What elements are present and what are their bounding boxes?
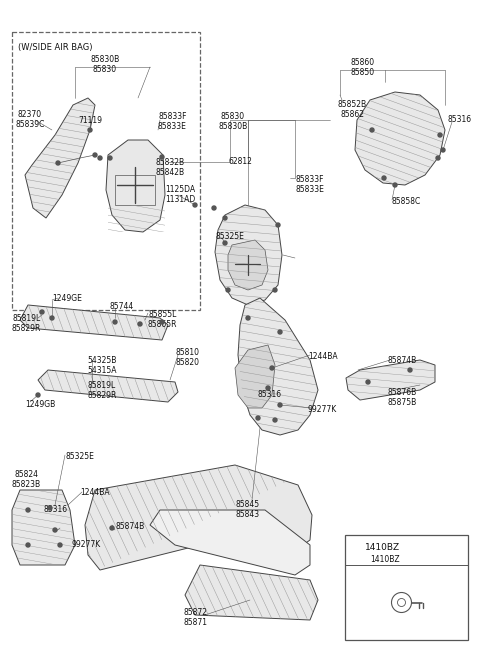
Polygon shape: [346, 360, 435, 400]
Polygon shape: [185, 565, 318, 620]
Circle shape: [160, 320, 164, 324]
Circle shape: [138, 322, 142, 326]
Text: 85819L
85829R: 85819L 85829R: [87, 381, 116, 400]
Circle shape: [58, 543, 62, 547]
Text: 71119: 71119: [78, 116, 102, 125]
Text: 54325B
54315A: 54325B 54315A: [87, 356, 117, 375]
Polygon shape: [228, 240, 268, 290]
Text: 85325E: 85325E: [215, 232, 244, 241]
Circle shape: [382, 176, 386, 180]
Polygon shape: [20, 305, 168, 340]
Text: 85860
85850: 85860 85850: [351, 58, 375, 77]
Text: 85874B: 85874B: [115, 522, 144, 531]
Text: 1410BZ: 1410BZ: [370, 555, 400, 564]
Polygon shape: [38, 370, 178, 402]
Circle shape: [160, 155, 164, 159]
Bar: [12, 32, 200, 310]
Circle shape: [48, 506, 52, 510]
Text: 1244BA: 1244BA: [80, 488, 109, 497]
Text: 85830B
85830: 85830B 85830: [90, 55, 120, 74]
Circle shape: [98, 156, 102, 160]
Circle shape: [223, 216, 227, 220]
Circle shape: [40, 310, 44, 314]
Text: 85833F
85833E: 85833F 85833E: [295, 175, 324, 194]
Circle shape: [93, 153, 97, 157]
Text: 85872
85871: 85872 85871: [183, 608, 207, 627]
Circle shape: [56, 161, 60, 165]
Polygon shape: [235, 345, 275, 408]
Polygon shape: [238, 298, 318, 435]
Circle shape: [276, 223, 280, 227]
Text: 85833F
85833E: 85833F 85833E: [158, 112, 187, 131]
Circle shape: [273, 288, 277, 292]
Text: 85819L
85829R: 85819L 85829R: [12, 314, 41, 333]
Circle shape: [278, 330, 282, 334]
Circle shape: [408, 368, 412, 372]
Text: 1125DA
1131AD: 1125DA 1131AD: [165, 185, 195, 205]
Circle shape: [366, 380, 370, 384]
Text: 82370
85839C: 82370 85839C: [15, 110, 44, 129]
Circle shape: [370, 128, 374, 132]
Circle shape: [212, 206, 216, 210]
Polygon shape: [85, 465, 312, 570]
Text: 99277K: 99277K: [308, 405, 337, 414]
Circle shape: [108, 156, 112, 160]
Circle shape: [226, 288, 230, 292]
Text: 62812: 62812: [228, 157, 252, 166]
Text: 85852B
85862: 85852B 85862: [338, 100, 367, 119]
Circle shape: [278, 403, 282, 407]
Text: 1249GB: 1249GB: [25, 400, 55, 409]
Circle shape: [273, 418, 277, 422]
Text: 85316: 85316: [447, 115, 471, 124]
Text: 85845
85843: 85845 85843: [236, 500, 260, 520]
Text: (W/SIDE AIR BAG): (W/SIDE AIR BAG): [18, 43, 93, 52]
Polygon shape: [355, 92, 445, 185]
Circle shape: [26, 508, 30, 512]
Circle shape: [436, 156, 440, 160]
Circle shape: [266, 386, 270, 390]
Circle shape: [53, 528, 57, 532]
Text: 85858C: 85858C: [392, 197, 421, 206]
Circle shape: [26, 543, 30, 547]
Polygon shape: [106, 140, 165, 232]
Circle shape: [50, 316, 54, 320]
Text: 85316: 85316: [43, 505, 67, 514]
Text: 85874B: 85874B: [387, 356, 416, 365]
Text: 1249GE: 1249GE: [52, 294, 82, 303]
Text: 85810
85820: 85810 85820: [175, 348, 199, 367]
Text: 85855L
85865R: 85855L 85865R: [148, 310, 178, 329]
Circle shape: [246, 316, 250, 320]
Polygon shape: [12, 490, 75, 565]
Circle shape: [113, 320, 117, 324]
Circle shape: [393, 183, 397, 187]
Text: 85325E: 85325E: [65, 452, 94, 461]
Polygon shape: [25, 98, 95, 218]
Circle shape: [256, 416, 260, 420]
Circle shape: [110, 526, 114, 530]
Text: 1244BA: 1244BA: [308, 352, 337, 361]
Text: 85876B
85875B: 85876B 85875B: [387, 388, 416, 407]
Circle shape: [223, 241, 227, 245]
Polygon shape: [150, 510, 310, 575]
Text: 85316: 85316: [258, 390, 282, 399]
Text: 85832B
85842B: 85832B 85842B: [155, 158, 184, 177]
Circle shape: [36, 393, 40, 397]
Text: 99277K: 99277K: [72, 540, 101, 549]
Bar: [345, 535, 468, 640]
Text: 85830
85830B: 85830 85830B: [218, 112, 248, 131]
Circle shape: [438, 133, 442, 137]
Circle shape: [441, 148, 445, 152]
Circle shape: [88, 128, 92, 132]
Text: 1410BZ: 1410BZ: [365, 543, 400, 552]
Text: 85744: 85744: [110, 302, 134, 311]
Text: 85824
85823B: 85824 85823B: [12, 470, 41, 489]
Polygon shape: [215, 205, 282, 305]
Circle shape: [193, 203, 197, 207]
Circle shape: [270, 366, 274, 370]
